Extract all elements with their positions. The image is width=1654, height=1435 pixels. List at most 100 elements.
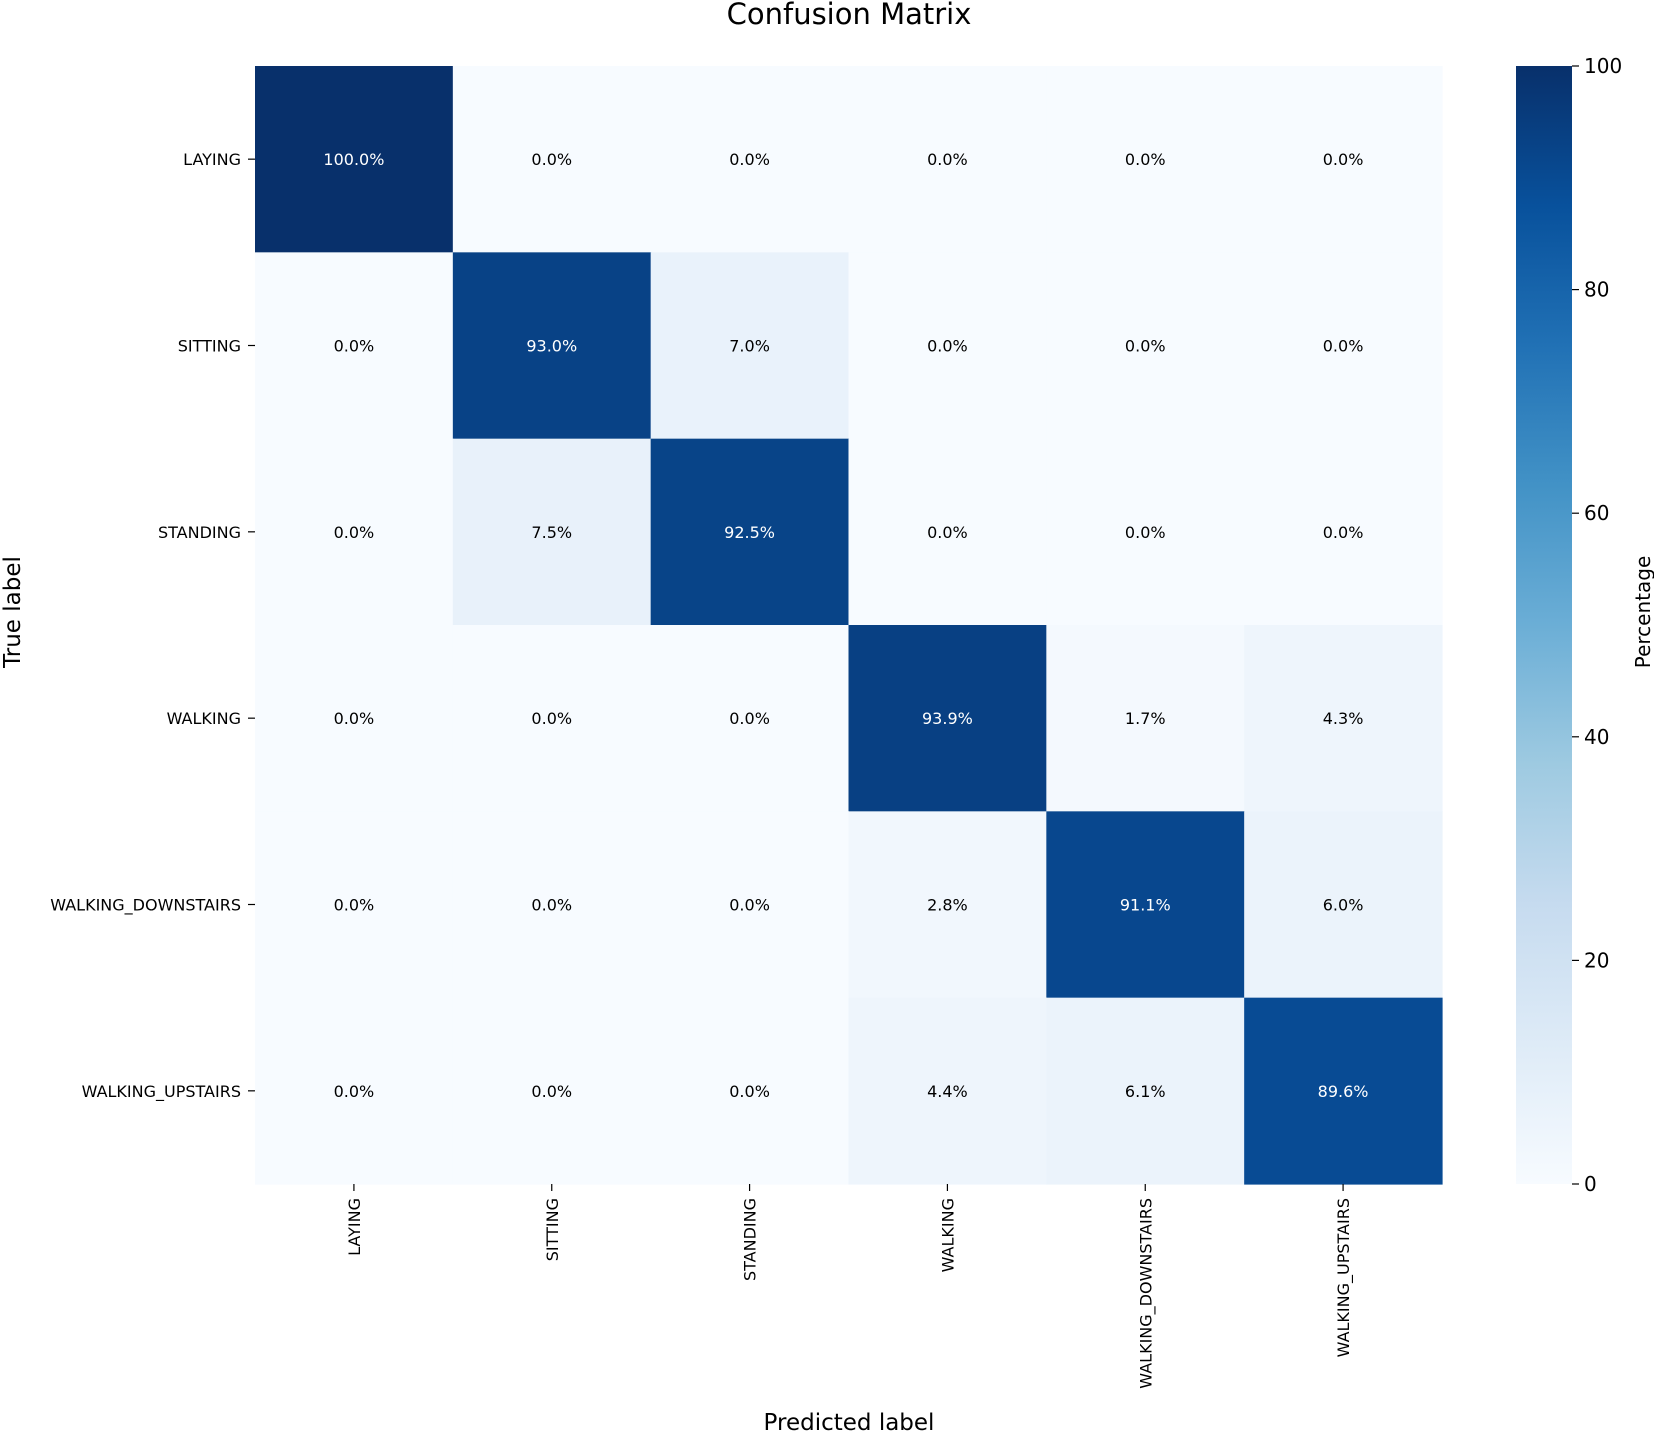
cell-value-label: 0.0%: [1323, 150, 1364, 169]
cell-value-label: 0.0%: [729, 896, 770, 915]
cell-value-label: 0.0%: [729, 150, 770, 169]
cell-value-label: 0.0%: [1125, 337, 1166, 356]
x-tick-label: WALKING_DOWNSTAIRS: [1136, 1198, 1156, 1389]
heatmap-cell: [650, 252, 850, 440]
cell-value-label: 0.0%: [531, 896, 572, 915]
cell-value-label: 0.0%: [1323, 337, 1364, 356]
heatmap-cell: [452, 811, 652, 999]
cell-value-label: 4.4%: [927, 1082, 968, 1101]
heatmap-cell: [452, 997, 652, 1185]
y-tick-label: WALKING: [167, 709, 241, 728]
colorbar-tick-label: 100: [1584, 54, 1622, 78]
heatmap-cell: [1244, 252, 1443, 440]
cell-value-label: 0.0%: [729, 1082, 770, 1101]
cell-value-label: 1.7%: [1125, 709, 1166, 728]
cell-value-label: 92.5%: [724, 523, 775, 542]
cell-value-label: 6.0%: [1323, 896, 1364, 915]
cell-value-label: 0.0%: [531, 150, 572, 169]
x-tick-label: WALKING_UPSTAIRS: [1334, 1198, 1354, 1357]
x-tick-label: WALKING: [938, 1198, 957, 1272]
colorbar-gradient: [1516, 66, 1572, 1184]
heatmap-cell: [452, 438, 652, 626]
heatmap-cell: [848, 252, 1047, 440]
heatmap-cell: [1046, 625, 1245, 812]
heatmap-cell: [1244, 438, 1443, 626]
cell-value-label: 0.0%: [334, 523, 375, 542]
cell-value-label: 91.1%: [1120, 896, 1171, 915]
y-tick-label: STANDING: [158, 523, 241, 542]
cell-value-label: 93.9%: [922, 709, 973, 728]
y-axis-ticks: LAYING SITTING STANDING WALKING WALKING_DOWN…: [50, 150, 255, 1102]
heatmap-cell: [1046, 438, 1245, 626]
y-axis-label: True label: [0, 556, 26, 669]
heatmap-cell: [255, 66, 454, 253]
heatmap-cell: [1244, 66, 1443, 253]
cell-value-label: 0.0%: [334, 337, 375, 356]
cell-value-label: 0.0%: [334, 896, 375, 915]
heatmap-cell: [848, 997, 1047, 1185]
cell-value-label: 0.0%: [334, 709, 375, 728]
heatmap-cell: [650, 997, 850, 1185]
heatmap-cell: [1046, 252, 1245, 440]
heatmap-cell: [650, 438, 850, 626]
colorbar-tick-label: 40: [1584, 725, 1609, 749]
x-tick-label: LAYING: [345, 1198, 364, 1256]
heatmap-cell: [1046, 997, 1245, 1185]
heatmap-cell: [1244, 997, 1443, 1185]
cell-value-label: 0.0%: [927, 523, 968, 542]
x-axis-label: Predicted label: [764, 1410, 935, 1435]
heatmap-cell: [848, 438, 1047, 626]
heatmap-cell: [650, 811, 850, 999]
heatmap-cell: [1244, 811, 1443, 999]
cell-value-label: 6.1%: [1125, 1082, 1166, 1101]
colorbar-label: Percentage: [1631, 556, 1654, 669]
colorbar-tick-label: 80: [1584, 278, 1609, 302]
colorbar-ticks: 0 20 40 60 80 100: [1572, 54, 1622, 1196]
y-tick-label: WALKING_UPSTAIRS: [82, 1082, 241, 1102]
y-tick-label: WALKING_DOWNSTAIRS: [50, 896, 241, 916]
colorbar-tick-label: 20: [1584, 948, 1609, 972]
x-tick-label: SITTING: [543, 1198, 562, 1261]
heatmap-cell: [848, 66, 1047, 253]
heatmap-cell: [452, 252, 652, 440]
heatmap-cell: [1046, 811, 1245, 999]
cell-value-label: 0.0%: [927, 150, 968, 169]
cell-value-label: 2.8%: [927, 896, 968, 915]
heatmap-cell: [452, 625, 652, 812]
colorbar-tick-label: 0: [1584, 1172, 1597, 1196]
heatmap-cell-labels: 100.0% 0.0% 0.0% 0.0% 0.0% 0.0% 0.0% 93.0% 7.0% 0…: [323, 150, 1368, 1101]
heatmap-cell: [255, 625, 454, 812]
y-tick-label: LAYING: [183, 150, 241, 169]
cell-value-label: 0.0%: [531, 1082, 572, 1101]
heatmap-cell: [848, 625, 1047, 812]
colorbar: 0 20 40 60 80 100 Percentage: [1516, 54, 1654, 1196]
cell-value-label: 100.0%: [323, 150, 384, 169]
heatmap-cell: [1244, 625, 1443, 812]
x-axis-ticks: LAYING SITTING STANDING WALKING WALKING_DOWN…: [345, 1184, 1354, 1389]
heatmap-cell: [452, 66, 652, 253]
cell-value-label: 93.0%: [526, 337, 577, 356]
chart-title: Confusion Matrix: [727, 0, 972, 31]
heatmap-cell: [848, 811, 1047, 999]
heatmap-cell: [255, 438, 454, 626]
cell-value-label: 0.0%: [927, 337, 968, 356]
heatmap-cell: [650, 66, 850, 253]
heatmap-cells: [255, 66, 1443, 1185]
cell-value-label: 0.0%: [1125, 523, 1166, 542]
cell-value-label: 7.0%: [729, 337, 770, 356]
cell-value-label: 89.6%: [1318, 1082, 1369, 1101]
cell-value-label: 4.3%: [1323, 709, 1364, 728]
heatmap-cell: [255, 252, 454, 440]
cell-value-label: 0.0%: [1323, 523, 1364, 542]
cell-value-label: 0.0%: [334, 1082, 375, 1101]
heatmap-cell: [1046, 66, 1245, 253]
x-tick-label: STANDING: [741, 1198, 760, 1281]
heatmap-cell: [255, 997, 454, 1185]
y-tick-label: SITTING: [178, 337, 241, 356]
heatmap-cell: [650, 625, 850, 812]
cell-value-label: 0.0%: [729, 709, 770, 728]
cell-value-label: 7.5%: [531, 523, 572, 542]
heatmap-cell: [255, 811, 454, 999]
cell-value-label: 0.0%: [531, 709, 572, 728]
